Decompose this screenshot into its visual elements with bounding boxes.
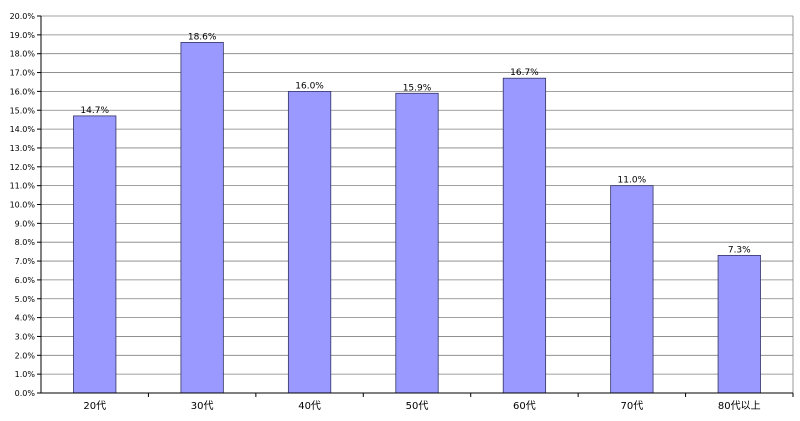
category-label-2: 30代: [191, 400, 214, 412]
y-axis-tick-labels: 0.0% 1.0% 2.0% 3.0% 4.0% 5.0% 6.0% 7.0% 8.0% 9.0%…: [10, 12, 36, 398]
data-label-3: 16.0%: [295, 81, 324, 91]
y-tick-label: 17.0%: [10, 69, 36, 78]
y-tick-label: 6.0%: [15, 276, 36, 285]
bar-7: [717, 254, 761, 394]
y-tick-label: 2.0%: [15, 351, 36, 360]
y-tick-label: 10.0%: [10, 201, 36, 210]
y-tick-label: 20.0%: [10, 12, 36, 21]
data-labels: 14.7% 18.6% 16.0% 15.9% 16.7% 11.0% 7.3%: [80, 32, 751, 255]
data-label-6: 11.0%: [618, 176, 647, 186]
y-tick-label: 3.0%: [15, 332, 36, 341]
bar-2: [180, 41, 224, 394]
y-tick-label: 19.0%: [10, 31, 36, 40]
y-tick-label: 11.0%: [10, 182, 36, 191]
category-label-6: 70代: [620, 400, 643, 412]
bar-5: [502, 77, 547, 394]
y-tick-label: 9.0%: [15, 219, 36, 228]
data-label-1: 14.7%: [80, 106, 109, 116]
bar-1: [73, 115, 117, 394]
bar-4: [395, 92, 439, 394]
category-label-4: 50代: [406, 400, 429, 412]
category-label-7: 80代以上: [718, 400, 761, 412]
y-tick-label: 16.0%: [10, 87, 36, 96]
y-tick-label: 5.0%: [15, 295, 36, 304]
y-tick-label: 14.0%: [10, 125, 36, 134]
bar-6: [610, 185, 654, 394]
category-label-5: 60代: [513, 400, 536, 412]
data-label-5: 16.7%: [510, 68, 539, 78]
y-tick-label: 8.0%: [15, 238, 36, 247]
y-tick-label: 7.0%: [15, 257, 36, 266]
category-label-3: 40代: [298, 400, 321, 412]
y-tick-label: 13.0%: [10, 144, 36, 153]
y-tick-label: 18.0%: [10, 50, 36, 59]
bar-3: [287, 91, 332, 394]
data-label-2: 18.6%: [188, 32, 217, 42]
data-label-7: 7.3%: [728, 245, 751, 255]
y-tick-label: 4.0%: [15, 314, 36, 323]
data-label-4: 15.9%: [403, 83, 432, 93]
y-tick-label: 15.0%: [10, 106, 36, 115]
axes: [37, 15, 794, 397]
bars: [73, 41, 761, 394]
x-axis-category-labels: 20代 30代 40代 50代 60代 70代 80代以上: [83, 400, 760, 412]
y-tick-label: 1.0%: [15, 370, 36, 379]
y-tick-label: 0.0%: [15, 389, 36, 398]
category-label-1: 20代: [83, 400, 106, 412]
y-tick-label: 12.0%: [10, 163, 36, 172]
